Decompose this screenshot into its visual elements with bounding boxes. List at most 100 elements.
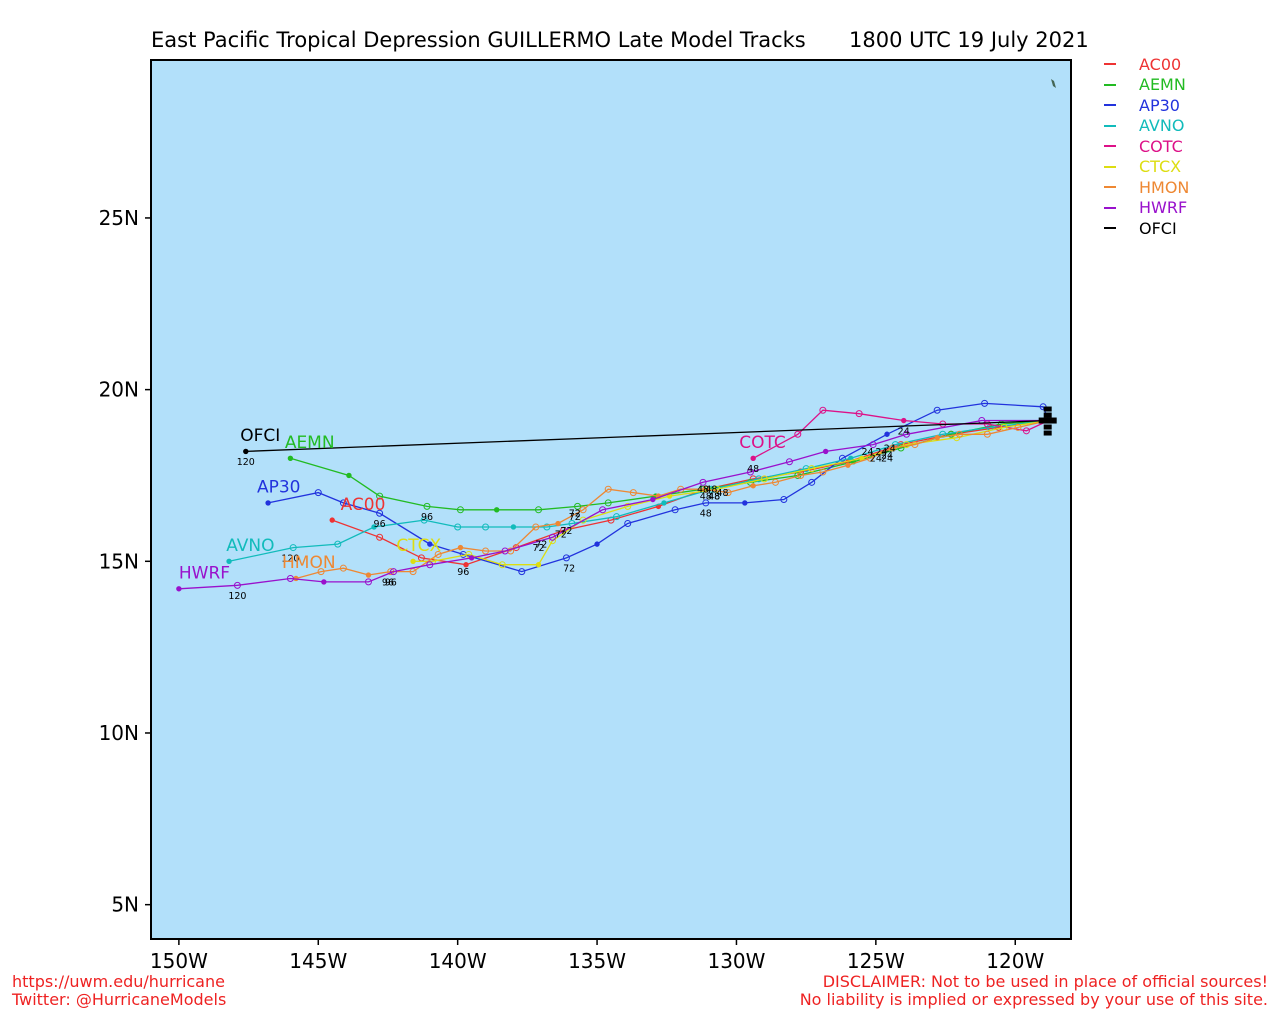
legend-item-avno: AVNO: [1104, 116, 1189, 137]
forecast-hour-label: 72: [560, 526, 572, 537]
legend-label: AP30: [1139, 95, 1180, 115]
track-point: [286, 574, 294, 582]
legend-label: AVNO: [1139, 116, 1185, 136]
track-point: [482, 523, 490, 531]
site-url[interactable]: https://uwm.edu/hurricane: [12, 972, 225, 991]
track-point: [699, 478, 707, 486]
track-point: [532, 523, 540, 531]
track-point: [903, 430, 911, 438]
track-line: [295, 419, 1049, 580]
x-tick-label: 145W: [289, 949, 347, 973]
legend-swatch: [1104, 83, 1116, 86]
position-block: [1043, 412, 1052, 418]
track-point: [176, 586, 182, 592]
forecast-hour-label: 48: [708, 492, 720, 503]
track-point: [233, 581, 241, 589]
track-point: [420, 516, 428, 524]
track-point: [901, 417, 907, 424]
track-point: [548, 533, 556, 541]
forecast-hour-label: 96: [457, 567, 469, 578]
track-point: [390, 568, 398, 576]
track-point: [750, 483, 756, 489]
track-point: [376, 509, 384, 517]
forecast-hour-label: 96: [382, 577, 394, 588]
y-tick-label: 25N: [99, 206, 139, 230]
model-end-label: COTC: [739, 433, 786, 453]
track-point: [493, 507, 500, 513]
forecast-hour-label: 72: [569, 512, 581, 523]
track-point: [535, 562, 542, 568]
chart-datetime: 1800 UTC 19 July 2021: [849, 28, 1089, 52]
track-point: [671, 506, 679, 514]
legend-swatch: [1104, 227, 1116, 230]
track-point: [604, 499, 612, 507]
track-point: [427, 541, 433, 547]
track-point: [785, 458, 793, 466]
track-point: [457, 544, 464, 551]
track-point: [501, 547, 509, 555]
legend-item-hmon: HMON: [1104, 177, 1189, 198]
track-point: [287, 455, 294, 461]
track-point: [713, 485, 721, 493]
current-position-marker: [1038, 406, 1057, 436]
legend-swatch: [1104, 104, 1116, 107]
forecast-hour-label: 24: [881, 450, 893, 461]
track-point: [934, 434, 940, 441]
legend-label: COTC: [1139, 136, 1183, 156]
track-point: [465, 550, 473, 558]
position-block: [1038, 417, 1057, 424]
forecast-hour-label: 24: [884, 443, 896, 454]
forecast-hour-label: 120: [281, 553, 299, 564]
forecast-hour-label: 48: [705, 485, 717, 496]
twitter-handle[interactable]: Twitter: @HurricaneModels: [12, 990, 227, 1009]
track-point: [555, 520, 561, 527]
island-marker: [1051, 79, 1056, 88]
track-point: [423, 502, 431, 510]
track-point: [742, 500, 748, 506]
track-point: [498, 561, 506, 569]
track-point: [243, 448, 249, 455]
x-tick-label: 125W: [847, 949, 905, 973]
track-point: [543, 523, 551, 531]
forecast-hour-label: 48: [708, 492, 720, 503]
track-point: [226, 558, 232, 565]
track-point: [702, 499, 710, 507]
position-block: [1043, 406, 1052, 412]
forecast-hour-label: 24: [875, 447, 887, 458]
track-point: [624, 502, 632, 510]
track-point: [426, 561, 434, 569]
track-point: [454, 523, 462, 531]
forecast-hour-label: 24: [881, 454, 893, 465]
track-point: [897, 444, 905, 452]
track-point: [376, 492, 384, 500]
track-point: [629, 489, 637, 497]
track-point: [866, 454, 874, 462]
y-tick-label: 5N: [111, 893, 139, 917]
track-point: [339, 564, 347, 572]
track-point: [869, 441, 877, 449]
track-point: [410, 558, 416, 565]
model-end-label: AVNO: [226, 536, 274, 556]
track-point: [746, 468, 754, 476]
legend-item-ac00: AC00: [1104, 54, 1189, 75]
track-point: [819, 406, 827, 414]
track-point: [797, 471, 805, 479]
legend-label: AEMN: [1139, 75, 1186, 95]
y-tick-label: 20N: [99, 378, 139, 402]
forecast-hour-label: 48: [700, 509, 712, 520]
legend-item-ofci: OFCI: [1104, 218, 1189, 239]
legend-label: AC00: [1139, 54, 1182, 74]
track-point: [613, 513, 621, 521]
track-point: [624, 520, 632, 528]
track-point: [535, 506, 543, 514]
chart-title: East Pacific Tropical Depression GUILLER…: [151, 28, 806, 52]
track-point: [409, 568, 417, 576]
track-point: [819, 468, 827, 476]
forecast-hour-label: 120: [237, 457, 255, 468]
legend-item-ap30: AP30: [1104, 95, 1189, 116]
disclaimer-line-1: DISCLAIMER: Not to be used in place of o…: [822, 972, 1268, 991]
legend-swatch: [1104, 165, 1116, 168]
footer-disclaimer: DISCLAIMER: Not to be used in place of o…: [800, 973, 1268, 1009]
track-point: [334, 540, 342, 548]
footer-left: https://uwm.edu/hurricane Twitter: @Hurr…: [12, 973, 226, 1009]
